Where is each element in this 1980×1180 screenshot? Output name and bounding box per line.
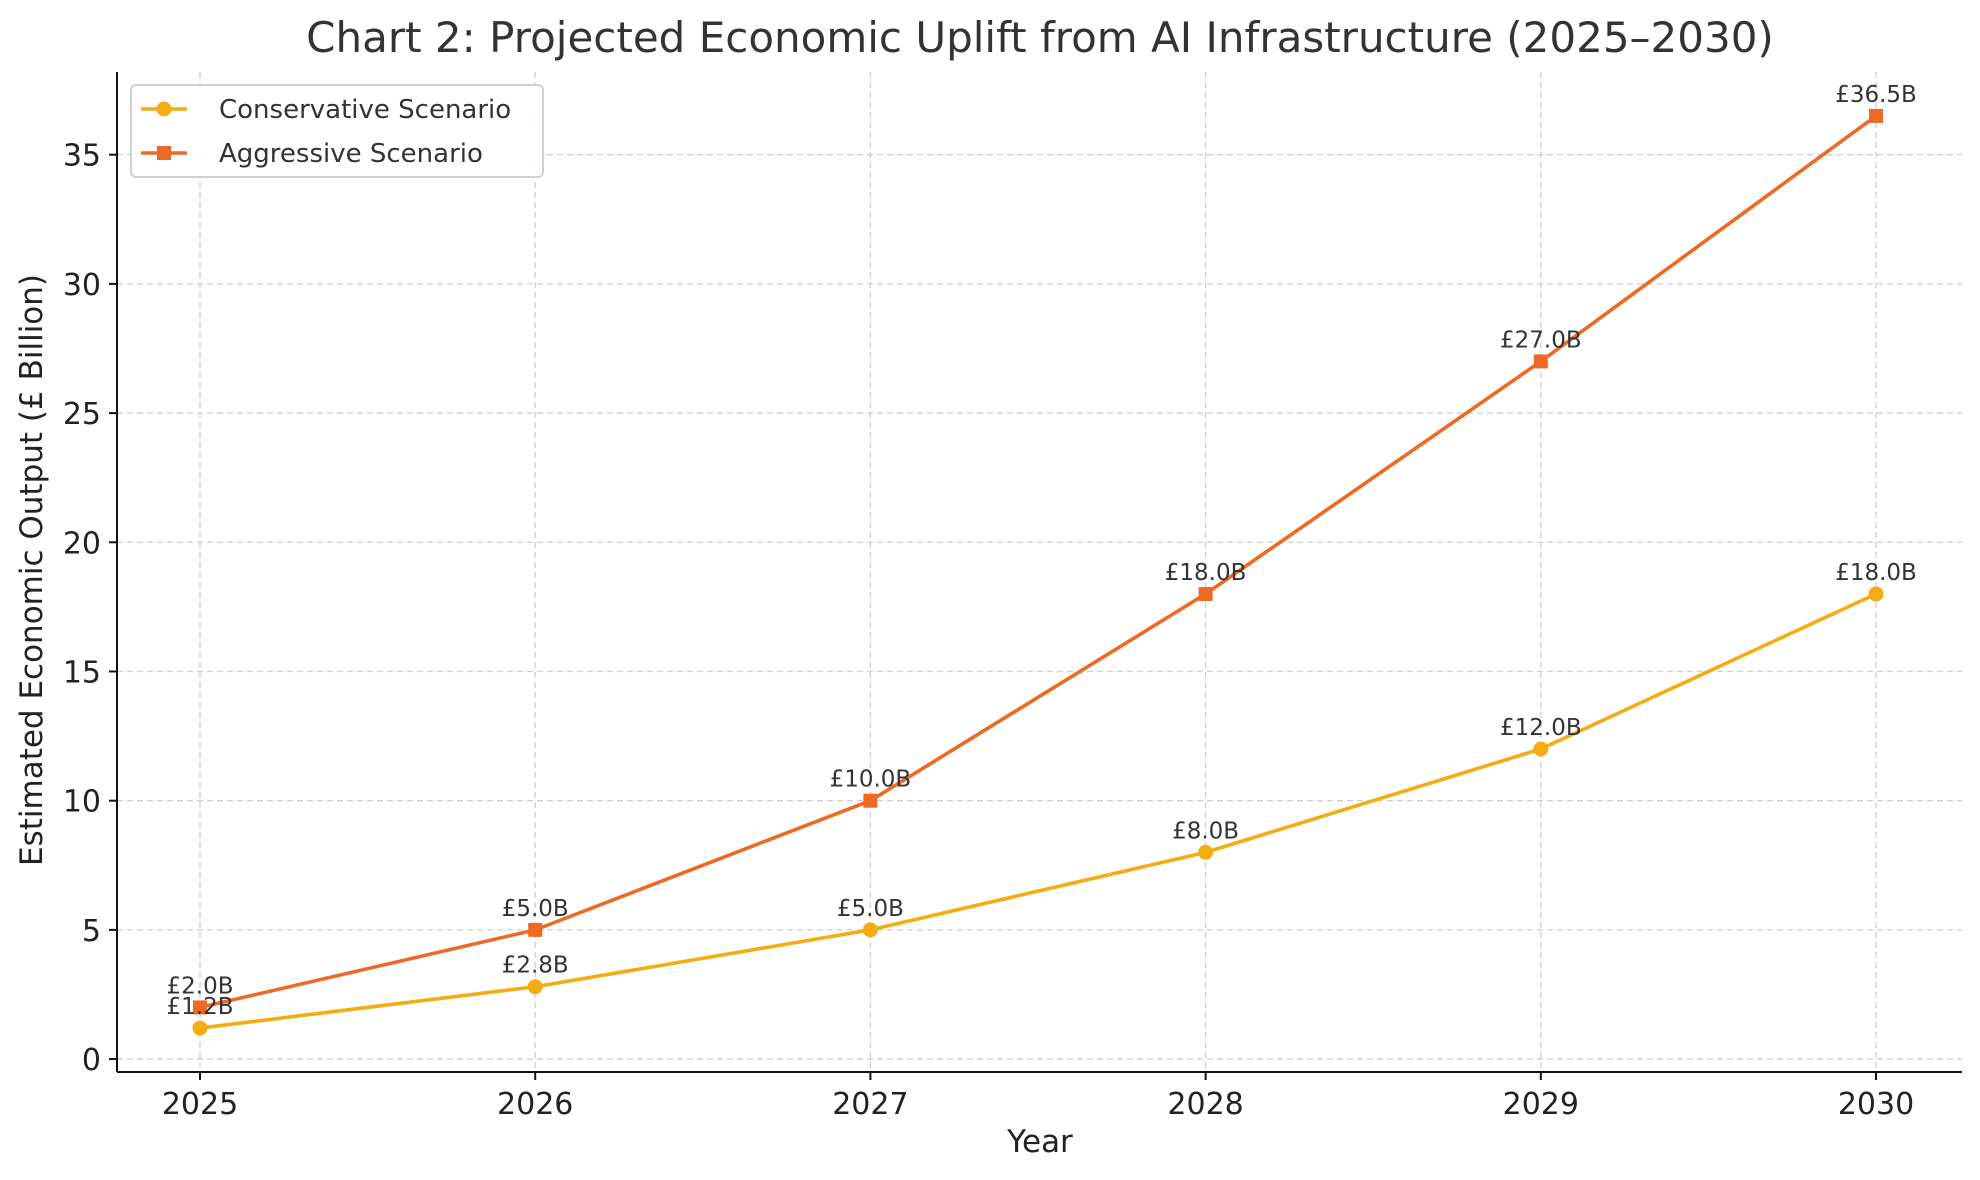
data-label: £36.5B bbox=[1835, 82, 1917, 108]
data-point-square bbox=[1869, 108, 1883, 123]
data-point-circle bbox=[1533, 741, 1549, 757]
grid-layer bbox=[117, 72, 1962, 1072]
y-tick-label: 25 bbox=[63, 397, 101, 432]
x-tick-label: 2030 bbox=[1838, 1087, 1914, 1122]
x-tick-label: 2026 bbox=[497, 1087, 573, 1122]
legend-box bbox=[130, 84, 544, 178]
data-point-circle bbox=[527, 979, 543, 995]
data-point-square bbox=[528, 922, 543, 937]
data-point-square bbox=[1198, 586, 1213, 601]
y-axis-title: Estimated Economic Output (£ Billion) bbox=[14, 274, 50, 866]
data-point-circle bbox=[1198, 844, 1214, 860]
y-tick-label: 15 bbox=[63, 655, 101, 690]
data-label: £2.0B bbox=[167, 973, 234, 999]
y-tick-label: 30 bbox=[63, 268, 101, 303]
y-tick-label: 35 bbox=[63, 139, 101, 174]
data-point-square bbox=[1533, 354, 1548, 369]
legend-marker-circle bbox=[156, 101, 172, 117]
data-label: £8.0B bbox=[1172, 818, 1239, 844]
data-labels-layer: £1.2B £2.8B £5.0B £8.0B £12.0B £18.0B £2.0B £5.… bbox=[167, 82, 1917, 1020]
legend-label: Aggressive Scenario bbox=[219, 139, 483, 169]
data-label: £12.0B bbox=[1500, 715, 1582, 741]
series-layer bbox=[192, 108, 1884, 1036]
data-point-square bbox=[863, 793, 878, 808]
data-label: £18.0B bbox=[1835, 560, 1917, 586]
data-point-square bbox=[193, 1000, 207, 1015]
legend: Conservative Scenario Aggressive Scenario bbox=[130, 84, 544, 178]
data-label: £5.0B bbox=[502, 896, 569, 922]
data-label: £27.0B bbox=[1500, 327, 1582, 353]
data-point-circle bbox=[862, 922, 878, 938]
data-point-circle bbox=[192, 1020, 208, 1036]
series-line-conservative bbox=[198, 592, 1878, 1030]
data-label: £5.0B bbox=[837, 896, 904, 922]
chart-title: Chart 2: Projected Economic Uplift from … bbox=[306, 13, 1774, 62]
legend-marker-square bbox=[157, 146, 171, 160]
data-label: £10.0B bbox=[830, 767, 912, 793]
y-tick-label: 5 bbox=[82, 914, 101, 949]
legend-label: Conservative Scenario bbox=[219, 95, 511, 125]
x-axis-title: Year bbox=[1006, 1124, 1073, 1160]
data-point-circle bbox=[1868, 586, 1884, 602]
y-tick-label: 20 bbox=[63, 526, 101, 561]
x-tick-label: 2025 bbox=[162, 1087, 238, 1122]
x-tick-label: 2027 bbox=[832, 1087, 908, 1122]
data-label: £18.0B bbox=[1165, 560, 1247, 586]
y-tick-label: 10 bbox=[63, 785, 101, 820]
data-label: £1.2B bbox=[167, 994, 234, 1020]
x-tick-label: 2028 bbox=[1167, 1087, 1243, 1122]
x-tick-label: 2029 bbox=[1503, 1087, 1579, 1122]
y-tick-label: 0 bbox=[82, 1043, 101, 1078]
series-line-aggressive bbox=[198, 114, 1878, 1010]
data-label: £2.8B bbox=[502, 953, 569, 979]
